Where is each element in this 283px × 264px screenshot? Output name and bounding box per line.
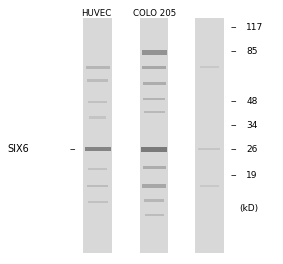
Bar: [85, 66, 110, 69]
Bar: [142, 50, 167, 55]
Text: --: --: [69, 145, 76, 154]
Bar: [142, 184, 166, 188]
Bar: [144, 200, 164, 202]
Text: 85: 85: [246, 47, 258, 56]
Bar: [143, 82, 166, 84]
Bar: [145, 214, 164, 216]
Bar: [83, 18, 112, 253]
Bar: [87, 79, 108, 82]
Bar: [85, 147, 111, 151]
Bar: [198, 148, 220, 150]
Text: 48: 48: [246, 97, 258, 106]
Bar: [144, 111, 165, 114]
Text: --: --: [231, 23, 237, 32]
Text: HUVEC: HUVEC: [81, 9, 111, 18]
Text: 26: 26: [246, 145, 258, 154]
Bar: [88, 201, 108, 203]
Text: --: --: [231, 47, 237, 56]
Bar: [88, 101, 107, 103]
Bar: [89, 116, 106, 119]
Bar: [200, 66, 219, 68]
Bar: [140, 18, 168, 253]
Text: COLO 205: COLO 205: [133, 9, 176, 18]
Bar: [87, 185, 108, 187]
Text: 19: 19: [246, 171, 258, 180]
Text: SIX6: SIX6: [7, 144, 29, 154]
Bar: [141, 147, 167, 152]
Text: --: --: [231, 97, 237, 106]
Text: --: --: [231, 171, 237, 180]
Text: 117: 117: [246, 23, 263, 32]
Text: --: --: [231, 121, 237, 130]
Bar: [143, 166, 166, 169]
Text: --: --: [231, 145, 237, 154]
Bar: [143, 98, 165, 100]
Text: (kD): (kD): [239, 204, 258, 213]
Text: 34: 34: [246, 121, 258, 130]
Bar: [200, 185, 218, 187]
Bar: [142, 65, 166, 69]
Bar: [195, 18, 224, 253]
Bar: [88, 168, 107, 170]
